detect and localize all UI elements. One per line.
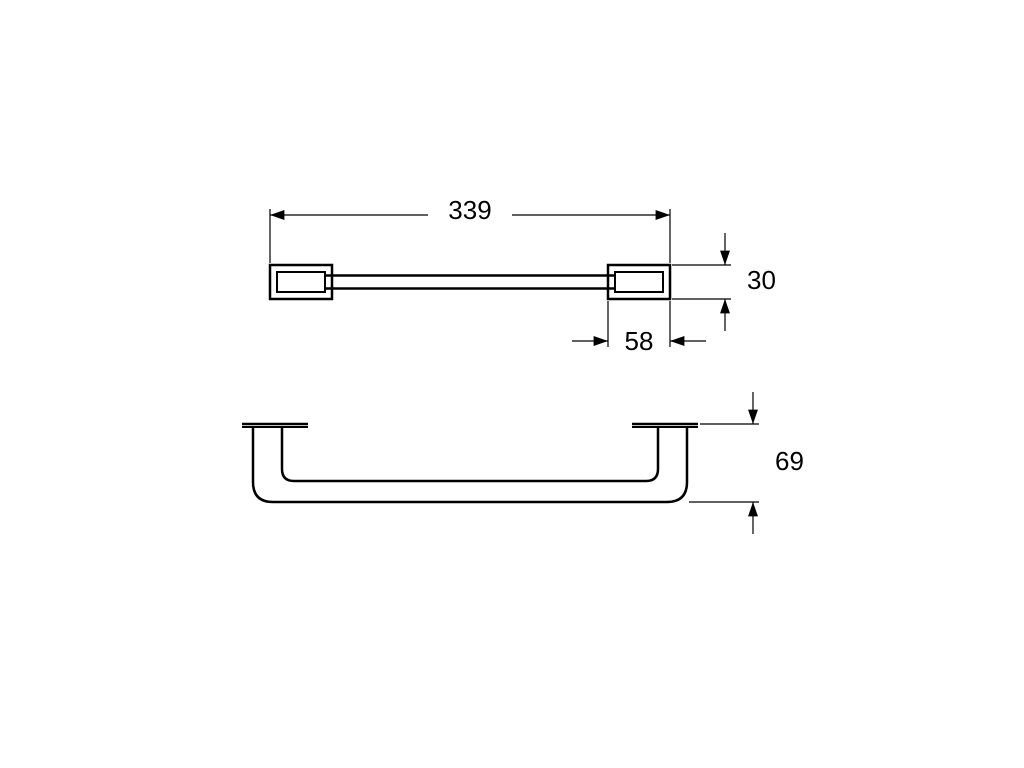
dim-depth: 69 <box>775 446 804 476</box>
dim-overall-length: 339 <box>448 195 491 225</box>
top-view: 339 30 58 <box>270 195 776 356</box>
front-view: 69 <box>242 392 804 534</box>
dim-bracket-height: 30 <box>747 265 776 295</box>
dim-bracket-width: 58 <box>625 326 654 356</box>
technical-drawing: 339 30 58 69 <box>0 0 1024 768</box>
